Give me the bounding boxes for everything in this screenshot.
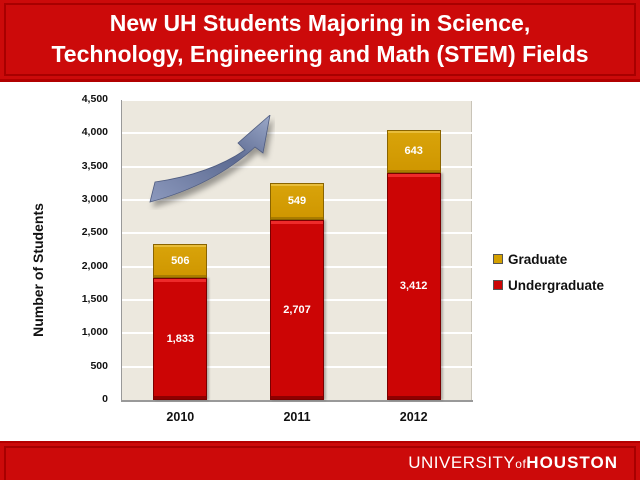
y-tick-label: 3,500 (81, 159, 108, 172)
legend-item-undergraduate: Undergraduate (493, 272, 604, 298)
title-banner-frame (4, 3, 636, 76)
footer-banner: UNIVERSITYofHOUSTON (0, 441, 640, 480)
y-tick-label: 4,000 (81, 126, 108, 139)
logo-of: of (515, 457, 527, 471)
y-tick-label: 2,000 (81, 259, 108, 272)
graduate-swatch (493, 254, 503, 264)
footer-frame (4, 446, 636, 480)
legend: Graduate Undergraduate (493, 246, 604, 298)
title-line-1: New UH Students Majoring in Science, (109, 10, 531, 36)
trend-arrow-icon (149, 115, 271, 203)
bar-undergraduate-2012: 3,412 (386, 172, 441, 400)
logo-houston: HOUSTON (526, 453, 618, 472)
gridline (122, 99, 472, 101)
logo-university: UNIVERSITY (408, 453, 516, 472)
legend-item-graduate: Graduate (493, 246, 604, 272)
university-logo: UNIVERSITYofHOUSTON (408, 453, 618, 473)
bar-graduate-2010: 506 (153, 244, 208, 278)
y-tick-label: 4,500 (81, 93, 108, 105)
bar-graduate-2011: 549 (270, 182, 324, 220)
y-tick-label: 3,000 (81, 193, 108, 205)
legend-label: Undergraduate (508, 277, 605, 293)
y-axis-line (121, 100, 122, 402)
bar-undergraduate-2010: 1,833 (153, 277, 208, 400)
legend-label: Graduate (508, 251, 568, 267)
y-tick-label: 2,500 (81, 226, 108, 239)
title-banner: New UH Students Majoring in Science, Tec… (0, 0, 640, 82)
chart-title: New UH Students Majoring in Science, Tec… (0, 8, 640, 70)
gridline (122, 165, 472, 168)
y-tick-label: 1,000 (81, 326, 108, 339)
y-tick-label: 1,500 (81, 293, 108, 305)
x-tick-label: 2012 (399, 410, 428, 424)
title-line-2: Technology, Engineering and Math (STEM) … (51, 41, 589, 67)
y-tick-label: 0 (102, 393, 108, 405)
bar-undergraduate-2011: 2,707 (270, 219, 324, 400)
bar-graduate-2012: 643 (386, 129, 441, 173)
gridline (122, 132, 472, 135)
undergraduate-swatch (493, 280, 503, 290)
y-tick-label: 500 (90, 359, 108, 372)
x-tick-label: 2011 (283, 410, 311, 424)
x-axis-line (121, 400, 473, 402)
y-axis-title: Number of Students (30, 203, 46, 337)
x-tick-label: 2010 (166, 410, 195, 424)
